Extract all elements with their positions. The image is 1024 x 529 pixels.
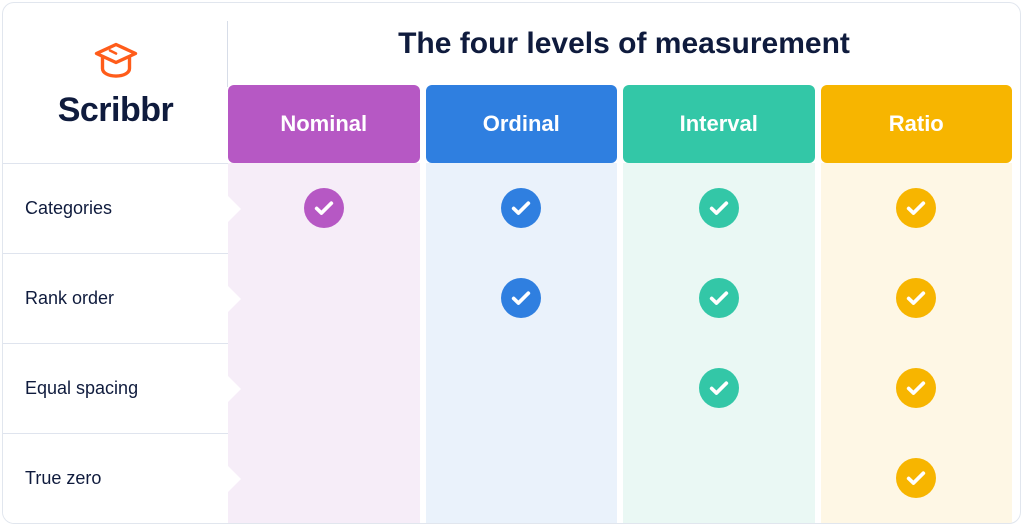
check-icon	[501, 188, 541, 228]
check-icon	[896, 368, 936, 408]
row-label-true_zero: True zero	[3, 433, 228, 523]
row-cells	[228, 343, 1020, 433]
column-header-nominal: Nominal	[228, 85, 420, 163]
check-icon	[501, 278, 541, 318]
body-rows: Categories Rank order Equal spacing True ze…	[3, 163, 1020, 523]
check-icon	[896, 278, 936, 318]
row-notch	[228, 376, 241, 402]
cell-categories-ordinal	[426, 163, 618, 253]
table-row: True zero	[3, 433, 1020, 523]
title-area: The four levels of measurement Nominal Or…	[228, 3, 1020, 163]
column-header-ordinal: Ordinal	[426, 85, 618, 163]
table-row: Rank order	[3, 253, 1020, 343]
cell-equal_spacing-nominal	[228, 343, 420, 433]
row-notch	[228, 286, 241, 312]
row-label-rank_order: Rank order	[3, 253, 228, 343]
column-header-label: Ratio	[889, 111, 944, 137]
cell-equal_spacing-ordinal	[426, 343, 618, 433]
row-label-categories: Categories	[3, 163, 228, 253]
cell-true_zero-ratio	[821, 433, 1013, 523]
row-label-text: Categories	[25, 198, 112, 219]
cell-equal_spacing-ratio	[821, 343, 1013, 433]
row-notch	[228, 196, 241, 222]
row-notch	[228, 466, 241, 492]
row-label-text: Rank order	[25, 288, 114, 309]
cell-true_zero-ordinal	[426, 433, 618, 523]
cell-categories-nominal	[228, 163, 420, 253]
brand-name: Scribbr	[58, 91, 174, 130]
cell-rank_order-ordinal	[426, 253, 618, 343]
column-header-label: Ordinal	[483, 111, 560, 137]
column-header-interval: Interval	[623, 85, 815, 163]
table-row: Categories	[3, 163, 1020, 253]
column-header-ratio: Ratio	[821, 85, 1013, 163]
cell-categories-ratio	[821, 163, 1013, 253]
column-header-label: Interval	[680, 111, 758, 137]
grad-cap-icon	[92, 37, 140, 85]
cell-true_zero-nominal	[228, 433, 420, 523]
page-title: The four levels of measurement	[228, 3, 1020, 85]
cell-true_zero-interval	[623, 433, 815, 523]
cell-rank_order-ratio	[821, 253, 1013, 343]
row-label-text: True zero	[25, 468, 101, 489]
check-icon	[699, 278, 739, 318]
logo-divider	[227, 21, 228, 87]
row-cells	[228, 163, 1020, 253]
cell-categories-interval	[623, 163, 815, 253]
row-label-equal_spacing: Equal spacing	[3, 343, 228, 433]
row-cells	[228, 253, 1020, 343]
check-icon	[896, 458, 936, 498]
check-icon	[699, 188, 739, 228]
cell-rank_order-nominal	[228, 253, 420, 343]
column-header-label: Nominal	[280, 111, 367, 137]
table-row: Equal spacing	[3, 343, 1020, 433]
row-label-text: Equal spacing	[25, 378, 138, 399]
brand-logo-cell: Scribbr	[3, 3, 228, 163]
cell-equal_spacing-interval	[623, 343, 815, 433]
cell-rank_order-interval	[623, 253, 815, 343]
column-headers: Nominal Ordinal Interval Ratio	[228, 85, 1020, 163]
check-icon	[304, 188, 344, 228]
row-cells	[228, 433, 1020, 523]
header-row: Scribbr The four levels of measurement N…	[3, 3, 1020, 163]
check-icon	[699, 368, 739, 408]
infographic-card: Scribbr The four levels of measurement N…	[2, 2, 1021, 524]
check-icon	[896, 188, 936, 228]
